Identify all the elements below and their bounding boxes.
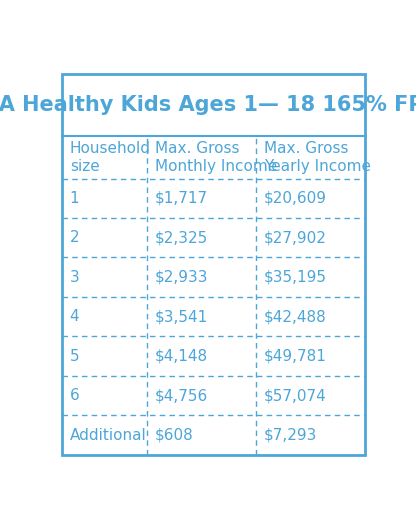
Text: 3: 3 <box>70 270 79 284</box>
Text: $35,195: $35,195 <box>264 270 327 284</box>
Text: 2: 2 <box>70 230 79 245</box>
Text: $1,717: $1,717 <box>155 191 208 206</box>
Text: $4,148: $4,148 <box>155 348 208 363</box>
Text: $7,293: $7,293 <box>264 427 317 443</box>
Bar <box>62 74 365 136</box>
Text: Max. Gross
Monthly Income: Max. Gross Monthly Income <box>155 141 277 174</box>
Text: 6: 6 <box>70 388 79 403</box>
Text: $2,325: $2,325 <box>155 230 208 245</box>
Text: $42,488: $42,488 <box>264 309 327 324</box>
Text: 4: 4 <box>70 309 79 324</box>
Text: 1: 1 <box>70 191 79 206</box>
Text: $608: $608 <box>155 427 193 443</box>
Text: Additional: Additional <box>70 427 146 443</box>
Text: MA Healthy Kids Ages 1— 18 165% FPL*: MA Healthy Kids Ages 1— 18 165% FPL* <box>0 96 416 115</box>
Text: $3,541: $3,541 <box>155 309 208 324</box>
Text: $4,756: $4,756 <box>155 388 208 403</box>
Text: $2,933: $2,933 <box>155 270 208 284</box>
Text: $27,902: $27,902 <box>264 230 327 245</box>
Text: $57,074: $57,074 <box>264 388 327 403</box>
Text: $20,609: $20,609 <box>264 191 327 206</box>
Text: Household
size: Household size <box>70 141 151 174</box>
Text: $49,781: $49,781 <box>264 348 327 363</box>
Text: Max. Gross
Yearly Income: Max. Gross Yearly Income <box>264 141 371 174</box>
Text: 5: 5 <box>70 348 79 363</box>
